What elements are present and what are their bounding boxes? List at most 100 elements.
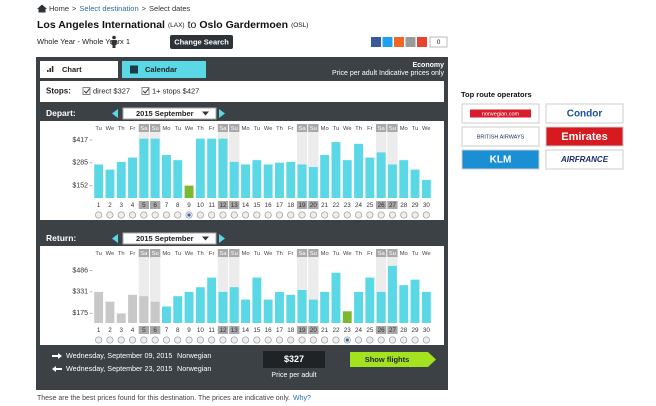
- day-radio[interactable]: [219, 211, 227, 219]
- change-search-label[interactable]: Change Search: [174, 37, 229, 46]
- day-radio[interactable]: [95, 211, 103, 219]
- price-bar[interactable]: [286, 161, 296, 198]
- day-radio[interactable]: [162, 336, 171, 344]
- next-month-arrow[interactable]: [219, 109, 225, 118]
- day-radio[interactable]: [321, 336, 329, 344]
- operator-logo[interactable]: [461, 126, 540, 147]
- day-radio[interactable]: [354, 211, 363, 219]
- share-icon[interactable]: [417, 37, 427, 47]
- price-bar[interactable]: [421, 291, 431, 323]
- day-radio[interactable]: [422, 336, 430, 344]
- day-radio[interactable]: [377, 336, 385, 344]
- price-bar[interactable]: [229, 161, 239, 198]
- price-bar[interactable]: [252, 277, 262, 323]
- price-bar[interactable]: [128, 157, 137, 198]
- day-radio[interactable]: [208, 336, 216, 344]
- home-icon[interactable]: [37, 4, 47, 13]
- chart-tab[interactable]: [40, 61, 118, 78]
- month-dropdown[interactable]: [122, 232, 217, 245]
- stop-option[interactable]: direct $327: [93, 86, 130, 95]
- day-radio[interactable]: [140, 336, 148, 344]
- price-bar[interactable]: [410, 169, 420, 198]
- operator-logo[interactable]: [545, 126, 624, 147]
- price-bar[interactable]: [116, 161, 126, 198]
- footer-link[interactable]: Why?: [293, 395, 311, 402]
- day-radio[interactable]: [151, 211, 159, 219]
- day-radio[interactable]: [162, 211, 171, 219]
- day-radio[interactable]: [411, 211, 419, 219]
- price-bar[interactable]: [399, 285, 409, 323]
- share-icon[interactable]: [405, 37, 416, 47]
- price-bar[interactable]: [263, 299, 273, 323]
- day-radio[interactable]: [129, 336, 137, 344]
- price-bar[interactable]: [388, 265, 397, 323]
- day-radio[interactable]: [275, 336, 284, 344]
- breadcrumb-item[interactable]: Home: [49, 4, 69, 13]
- change-search-button[interactable]: [170, 35, 233, 49]
- day-radio[interactable]: [106, 211, 114, 219]
- day-radio[interactable]: [400, 336, 408, 344]
- day-radio[interactable]: [151, 336, 159, 344]
- price-bar[interactable]: [218, 138, 228, 198]
- day-radio[interactable]: [422, 211, 430, 219]
- day-radio[interactable]: [332, 211, 340, 219]
- price-bar[interactable]: [241, 299, 250, 323]
- day-radio[interactable]: [140, 211, 148, 219]
- price-bar[interactable]: [376, 291, 386, 323]
- show-flights-button[interactable]: [350, 352, 436, 367]
- operator-logo[interactable]: [461, 149, 540, 170]
- show-flights-label[interactable]: Show flights: [365, 355, 410, 364]
- price-bar[interactable]: [116, 313, 126, 323]
- day-radio[interactable]: [95, 336, 103, 344]
- price-bar[interactable]: [365, 277, 375, 323]
- day-radio[interactable]: [377, 211, 385, 219]
- day-radio[interactable]: [264, 336, 272, 344]
- day-radio[interactable]: [196, 211, 204, 219]
- price-bar[interactable]: [105, 169, 115, 198]
- day-radio[interactable]: [366, 211, 374, 219]
- prev-month-arrow[interactable]: [112, 234, 118, 243]
- month-label[interactable]: 2015 September: [136, 234, 194, 243]
- price-bar[interactable]: [297, 289, 307, 323]
- price-bar[interactable]: [94, 164, 104, 198]
- operator-name[interactable]: Condor: [567, 109, 603, 120]
- day-radio[interactable]: [196, 336, 204, 344]
- price-bar[interactable]: [342, 160, 352, 198]
- price-bar[interactable]: [184, 185, 194, 198]
- next-month-arrow[interactable]: [219, 234, 225, 243]
- price-bar[interactable]: [218, 291, 228, 323]
- day-radio[interactable]: [219, 336, 227, 344]
- price-bar[interactable]: [308, 167, 318, 198]
- price-bar[interactable]: [354, 143, 363, 198]
- price-bar[interactable]: [399, 160, 409, 198]
- price-bar[interactable]: [207, 138, 217, 198]
- day-radio[interactable]: [343, 211, 351, 219]
- price-bar[interactable]: [263, 164, 273, 198]
- day-radio[interactable]: [242, 336, 250, 344]
- operator-name[interactable]: BRITISH AIRWAYS: [477, 134, 525, 140]
- price-bar[interactable]: [365, 157, 375, 198]
- day-radio[interactable]: [106, 336, 114, 344]
- day-radio[interactable]: [411, 336, 419, 344]
- day-radio[interactable]: [287, 336, 295, 344]
- price-bar[interactable]: [139, 138, 149, 198]
- day-radio[interactable]: [309, 211, 317, 219]
- price-bar[interactable]: [162, 154, 171, 198]
- day-radio[interactable]: [388, 336, 397, 344]
- price-bar[interactable]: [320, 154, 330, 198]
- operator-name[interactable]: norwegian.com: [482, 111, 520, 117]
- day-radio[interactable]: [185, 336, 193, 344]
- day-radio[interactable]: [354, 336, 363, 344]
- day-radio[interactable]: [242, 211, 250, 219]
- share-icon[interactable]: [382, 37, 393, 47]
- price-bar[interactable]: [128, 294, 137, 323]
- operator-name[interactable]: Emirates: [561, 131, 607, 143]
- price-bar[interactable]: [229, 287, 239, 323]
- price-bar[interactable]: [286, 294, 296, 323]
- breadcrumb-item[interactable]: Select destination: [79, 4, 138, 13]
- operator-logo[interactable]: [545, 103, 624, 124]
- price-bar[interactable]: [184, 291, 194, 323]
- day-radio[interactable]: [174, 336, 182, 344]
- price-bar[interactable]: [308, 299, 318, 323]
- prev-month-arrow[interactable]: [112, 109, 118, 118]
